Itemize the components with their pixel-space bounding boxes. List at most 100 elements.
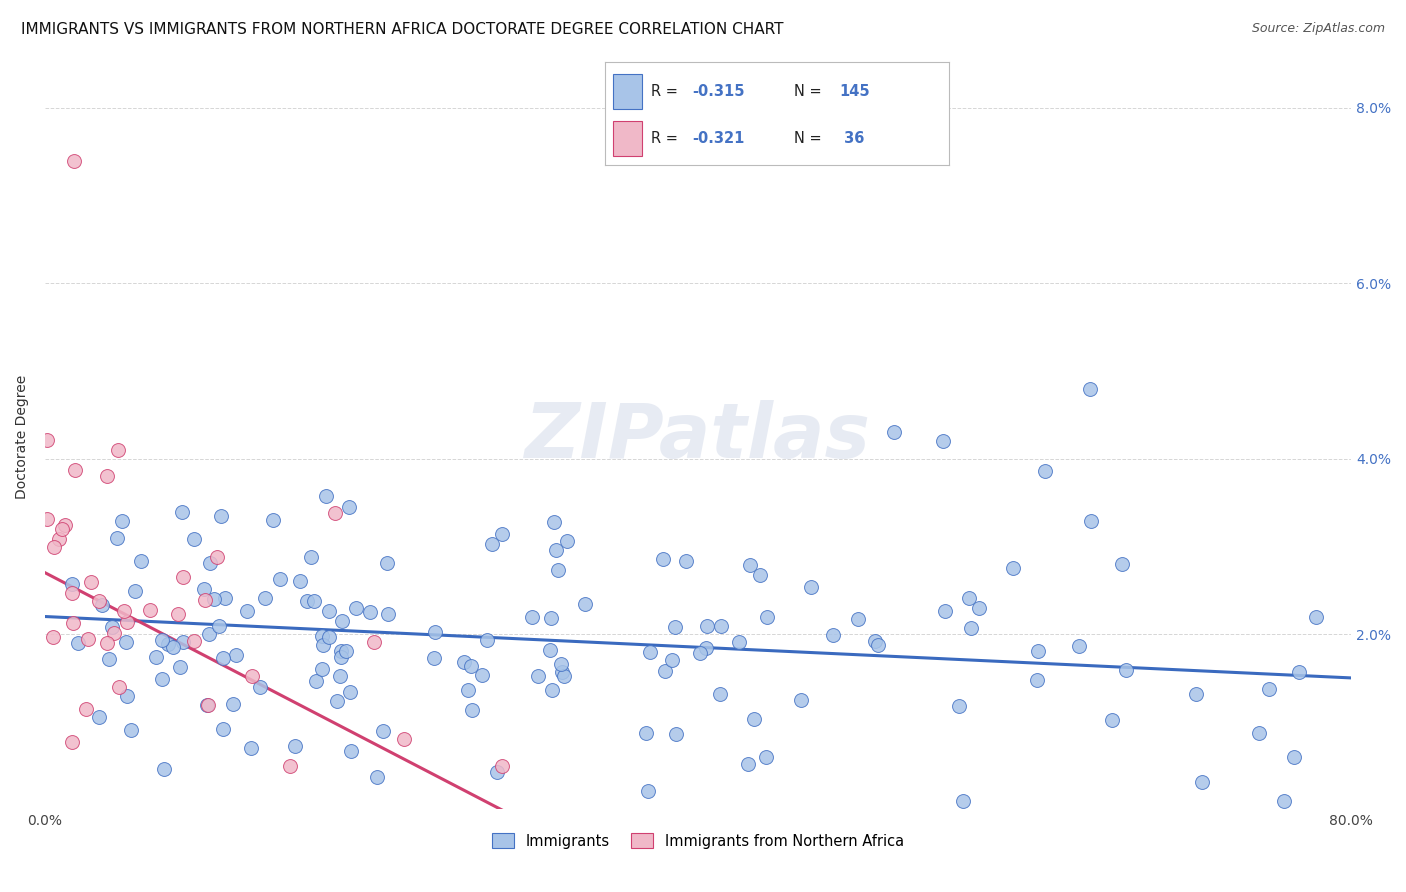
Point bbox=[120, 723, 142, 737]
Point bbox=[932, 434, 955, 449]
Point bbox=[748, 568, 770, 582]
Point bbox=[162, 640, 184, 655]
Point bbox=[315, 489, 337, 503]
Point bbox=[636, 726, 658, 740]
Point bbox=[541, 682, 564, 697]
Point bbox=[1026, 644, 1049, 658]
Point bbox=[1033, 464, 1056, 478]
Point bbox=[340, 744, 363, 758]
Point bbox=[664, 620, 686, 634]
Point bbox=[543, 515, 565, 529]
Point bbox=[1101, 713, 1123, 727]
Point bbox=[139, 603, 162, 617]
Point bbox=[87, 593, 110, 607]
Point bbox=[111, 514, 134, 528]
Point bbox=[948, 699, 970, 714]
Point bbox=[209, 508, 232, 523]
Point bbox=[547, 563, 569, 577]
Point bbox=[63, 463, 86, 477]
Point bbox=[124, 584, 146, 599]
Point bbox=[740, 558, 762, 573]
Point bbox=[150, 633, 173, 648]
Point bbox=[359, 605, 381, 619]
Point bbox=[205, 549, 228, 564]
Point bbox=[254, 591, 277, 606]
Point bbox=[344, 600, 367, 615]
Point bbox=[329, 669, 352, 683]
Point bbox=[959, 621, 981, 635]
Point bbox=[1067, 640, 1090, 654]
Point bbox=[311, 662, 333, 676]
Point bbox=[665, 727, 688, 741]
Point bbox=[235, 603, 257, 617]
Point bbox=[481, 537, 503, 551]
Point bbox=[63, 153, 86, 168]
Point bbox=[453, 655, 475, 669]
Point bbox=[198, 556, 221, 570]
Text: -0.321: -0.321 bbox=[692, 130, 745, 145]
Point bbox=[212, 650, 235, 665]
Point bbox=[170, 505, 193, 519]
Point bbox=[318, 604, 340, 618]
Point bbox=[60, 577, 83, 591]
Point bbox=[485, 765, 508, 780]
Point bbox=[66, 635, 89, 649]
Point bbox=[115, 615, 138, 629]
Point bbox=[193, 582, 215, 596]
Point bbox=[846, 612, 869, 626]
Point bbox=[42, 540, 65, 554]
Point bbox=[207, 619, 229, 633]
Point bbox=[457, 682, 479, 697]
Point bbox=[87, 709, 110, 723]
Point bbox=[654, 664, 676, 678]
Text: -0.315: -0.315 bbox=[692, 84, 745, 99]
Point bbox=[312, 638, 335, 652]
Point bbox=[97, 652, 120, 666]
Point bbox=[727, 635, 749, 649]
Point bbox=[475, 632, 498, 647]
Point bbox=[461, 703, 484, 717]
Point bbox=[51, 522, 73, 536]
Point bbox=[222, 697, 245, 711]
Point bbox=[423, 624, 446, 639]
Point bbox=[249, 680, 271, 694]
Point bbox=[661, 653, 683, 667]
Point bbox=[522, 610, 544, 624]
Point bbox=[1111, 557, 1133, 571]
Point bbox=[311, 629, 333, 643]
Point bbox=[652, 552, 675, 566]
Point bbox=[240, 741, 263, 756]
Point bbox=[35, 512, 58, 526]
Point bbox=[1185, 687, 1208, 701]
Point bbox=[1001, 561, 1024, 575]
Point bbox=[91, 598, 114, 612]
Point bbox=[197, 698, 219, 712]
Point bbox=[105, 532, 128, 546]
Point bbox=[115, 635, 138, 649]
Point bbox=[689, 646, 711, 660]
Point bbox=[75, 702, 97, 716]
Point bbox=[550, 657, 572, 671]
Point bbox=[42, 630, 65, 644]
Point bbox=[304, 593, 326, 607]
Point bbox=[330, 644, 353, 658]
Text: 36: 36 bbox=[839, 130, 865, 145]
Point bbox=[212, 722, 235, 736]
Point bbox=[883, 425, 905, 440]
Point bbox=[800, 580, 823, 594]
Point bbox=[460, 658, 482, 673]
Point bbox=[290, 574, 312, 588]
Point bbox=[675, 553, 697, 567]
Point bbox=[574, 597, 596, 611]
Point bbox=[107, 680, 129, 694]
Point bbox=[755, 610, 778, 624]
Point bbox=[710, 619, 733, 633]
Point bbox=[744, 713, 766, 727]
Point bbox=[1305, 610, 1327, 624]
Point bbox=[326, 694, 349, 708]
Text: IMMIGRANTS VS IMMIGRANTS FROM NORTHERN AFRICA DOCTORATE DEGREE CORRELATION CHART: IMMIGRANTS VS IMMIGRANTS FROM NORTHERN A… bbox=[21, 22, 783, 37]
Point bbox=[934, 604, 956, 618]
Legend: Immigrants, Immigrants from Northern Africa: Immigrants, Immigrants from Northern Afr… bbox=[486, 827, 910, 855]
Point bbox=[553, 669, 575, 683]
Point bbox=[696, 619, 718, 633]
